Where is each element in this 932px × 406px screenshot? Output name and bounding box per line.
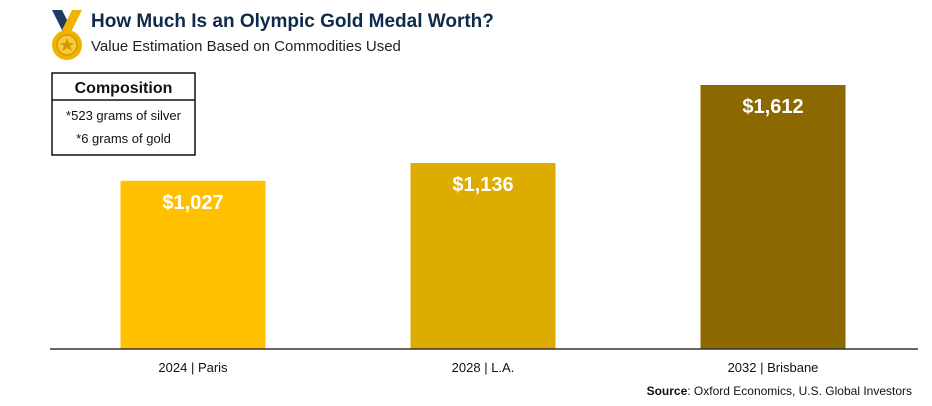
composition-title: Composition [75, 80, 173, 97]
bar-value-label-1: $1,136 [452, 174, 513, 196]
composition-box: Composition *523 grams of silver *6 gram… [51, 72, 196, 156]
source-text: : Oxford Economics, U.S. Global Investor… [687, 384, 912, 398]
bar-0 [120, 180, 266, 349]
composition-item-silver: *523 grams of silver [66, 108, 182, 123]
gold-medal-icon [52, 10, 82, 60]
category-label-0: 2024 | Paris [158, 360, 228, 375]
chart-title: How Much Is an Olympic Gold Medal Worth? [91, 11, 494, 32]
bar-1 [410, 162, 556, 349]
bar-group: $1,027 $1,136 $1,612 [120, 85, 846, 349]
source-note: Source: Oxford Economics, U.S. Global In… [647, 384, 912, 398]
chart-subtitle: Value Estimation Based on Commodities Us… [91, 38, 401, 55]
category-label-2: 2032 | Brisbane [728, 360, 819, 375]
source-label: Source [647, 384, 688, 398]
bar-value-label-0: $1,027 [162, 192, 223, 214]
bar-value-label-2: $1,612 [742, 96, 803, 118]
composition-item-gold: *6 grams of gold [76, 131, 171, 146]
bar-2 [700, 85, 846, 349]
category-labels: 2024 | Paris 2028 | L.A. 2032 | Brisbane [158, 360, 818, 375]
category-label-1: 2028 | L.A. [452, 360, 515, 375]
